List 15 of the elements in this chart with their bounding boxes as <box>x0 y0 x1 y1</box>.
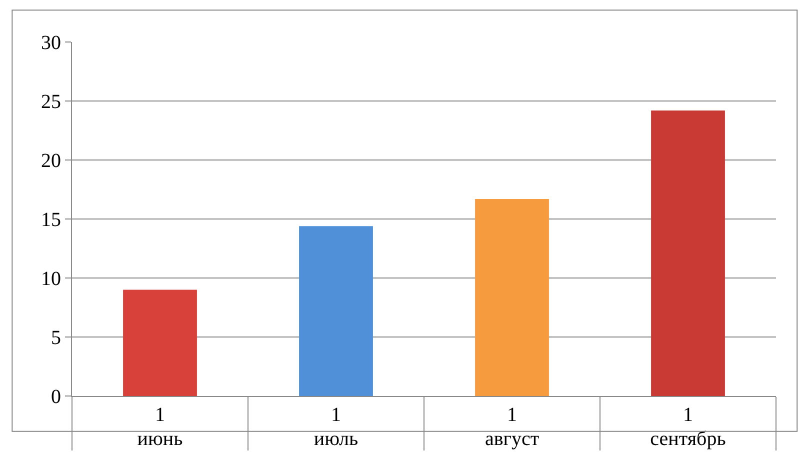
y-tick-label: 5 <box>51 327 61 349</box>
y-tick-label: 10 <box>41 268 61 290</box>
y-tick-label: 25 <box>41 91 61 113</box>
category-label: 1 июль <box>314 404 358 450</box>
bar <box>123 290 197 396</box>
bar <box>651 110 725 396</box>
y-tick-label: 15 <box>41 209 61 231</box>
y-tick-label: 20 <box>41 150 61 172</box>
category-label: 1 сентябрь <box>650 404 726 450</box>
category-label: 1 август <box>484 404 540 450</box>
bar <box>299 226 373 396</box>
category-label: 1 июнь <box>137 404 183 450</box>
y-tick-label: 30 <box>41 32 61 54</box>
y-tick-label: 0 <box>51 386 61 408</box>
bar <box>475 198 549 396</box>
